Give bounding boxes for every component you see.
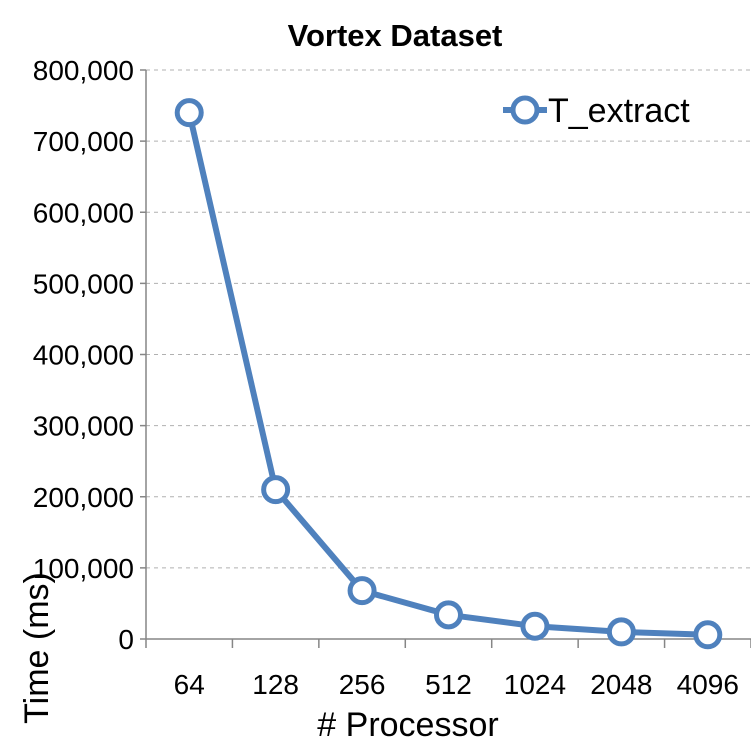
y-tick-label: 400,000 bbox=[33, 340, 134, 371]
data-point bbox=[606, 617, 636, 647]
x-tick-label: 256 bbox=[339, 669, 386, 700]
x-tick-label: 128 bbox=[252, 669, 299, 700]
y-tick-label: 100,000 bbox=[33, 553, 134, 584]
data-point bbox=[434, 600, 463, 630]
data-point bbox=[261, 475, 291, 505]
legend-marker bbox=[510, 95, 540, 125]
y-tick-label: 300,000 bbox=[33, 411, 134, 442]
axes bbox=[140, 69, 751, 648]
y-tick-label: 600,000 bbox=[33, 197, 134, 228]
y-tick-labels: 0 100,000 200,000 300,000 400,000 500,000 600,… bbox=[33, 55, 134, 655]
data-point bbox=[174, 98, 204, 128]
data-point bbox=[693, 620, 723, 650]
x-tick-labels: 64 128 256 512 1024 2048 4096 bbox=[174, 669, 739, 700]
legend: T_extract bbox=[503, 92, 690, 130]
series-plot bbox=[174, 98, 723, 650]
data-point bbox=[347, 576, 377, 606]
y-axis-title: Time (ms) bbox=[18, 572, 56, 724]
x-tick-label: 4096 bbox=[677, 669, 739, 700]
series-line bbox=[186, 112, 708, 638]
x-axis-title: # Processor bbox=[317, 706, 498, 744]
x-tick-label: 512 bbox=[425, 669, 472, 700]
y-tick-label: 700,000 bbox=[33, 126, 134, 157]
y-tick-label: 200,000 bbox=[33, 482, 134, 513]
legend-label: T_extract bbox=[548, 92, 690, 130]
y-tick-label: 800,000 bbox=[33, 55, 134, 86]
chart-title: Vortex Dataset bbox=[288, 18, 503, 53]
gridlines bbox=[146, 69, 751, 569]
x-tick-label: 2048 bbox=[590, 669, 652, 700]
data-point bbox=[520, 611, 550, 641]
x-tick-label: 1024 bbox=[504, 669, 566, 700]
y-tick-label: 500,000 bbox=[33, 268, 134, 299]
y-tick-label: 0 bbox=[118, 624, 134, 655]
x-tick-label: 64 bbox=[174, 669, 205, 700]
